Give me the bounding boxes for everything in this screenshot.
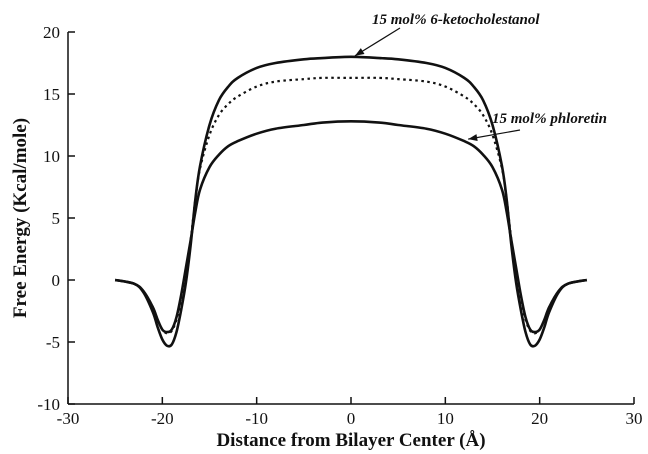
series-line-3	[114, 119, 588, 334]
y-tick-label: 0	[52, 271, 61, 290]
annotation-label: 15 mol% 6-ketocholestanol	[372, 12, 540, 28]
x-tick-label: 0	[347, 409, 356, 428]
y-tick-label: -5	[46, 333, 60, 352]
x-tick-label: 20	[531, 409, 548, 428]
annotation-layer: 15 mol% 6-ketocholestanol 15 mol% phloret…	[354, 12, 607, 142]
series-line-2	[114, 76, 588, 335]
x-axis-title: Distance from Bilayer Center (Å)	[216, 430, 485, 451]
y-tick-label: 5	[52, 209, 61, 228]
x-tick-label: -30	[57, 409, 80, 428]
axes	[67, 32, 634, 405]
annotation-arrowhead	[355, 48, 365, 56]
y-tick-label: -10	[37, 395, 60, 414]
y-tick-label: 20	[43, 23, 60, 42]
annotation-arrowhead	[468, 134, 478, 142]
x-tick-label: 10	[437, 409, 454, 428]
series-layer	[114, 55, 588, 348]
y-tick-label: 10	[43, 147, 60, 166]
x-tick-label: 30	[626, 409, 643, 428]
x-tick-label: -20	[151, 409, 174, 428]
y-tick-label: 15	[43, 85, 60, 104]
annotation-label: 15 mol% phloretin	[492, 111, 607, 127]
x-tick-label: -10	[245, 409, 268, 428]
y-axis-title: Free Energy (Kcal/mole)	[10, 118, 31, 318]
x-ticks: -30 -20 -10 0 10 20 30	[57, 397, 643, 428]
y-ticks: -10 -5 0 5 10 15 20	[37, 23, 75, 414]
series-line-1	[114, 55, 588, 348]
